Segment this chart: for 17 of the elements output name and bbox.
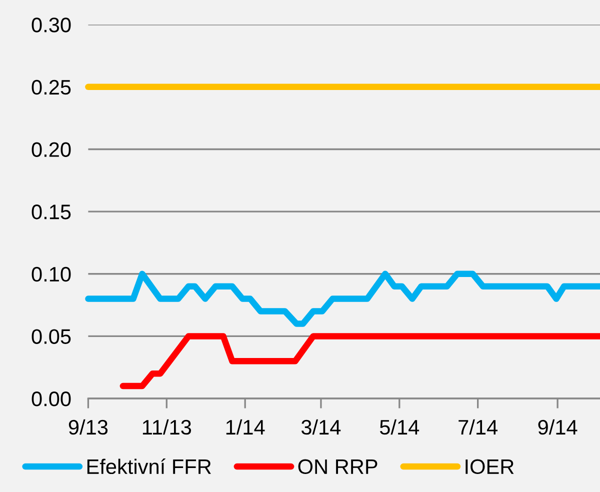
y-tick-label: 0.10 [32, 266, 71, 282]
x-tick-label: 11/13 [142, 419, 192, 435]
x-tick-label: 3/14 [301, 419, 341, 435]
y-tick-label: 0.05 [32, 329, 71, 344]
y-tick-label: 0.15 [32, 204, 71, 220]
x-tick-label: 9/14 [538, 419, 578, 435]
x-tick-label: 7/14 [458, 419, 498, 435]
legend-label: ON RRP [298, 459, 378, 474]
y-tick-label: 0.25 [32, 80, 71, 95]
legend-label: IOER [466, 459, 514, 474]
x-tick-label: 5/14 [380, 419, 420, 435]
y-tick-label: 0.30 [32, 18, 71, 32]
y-tick-label: 0.00 [32, 392, 71, 406]
x-tick-label: 9/13 [68, 419, 108, 435]
x-tick-label: 1/14 [226, 419, 265, 435]
legend-label: Efektivní FFR [87, 458, 211, 474]
y-tick-label: 0.20 [32, 142, 71, 157]
